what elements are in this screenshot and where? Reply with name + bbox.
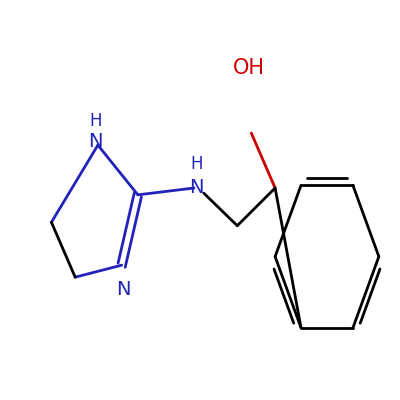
Text: OH: OH [233, 58, 265, 78]
Text: H: H [190, 155, 202, 173]
Text: N: N [116, 280, 131, 299]
Text: N: N [189, 178, 204, 198]
Text: N: N [88, 132, 103, 151]
Text: H: H [90, 112, 102, 130]
